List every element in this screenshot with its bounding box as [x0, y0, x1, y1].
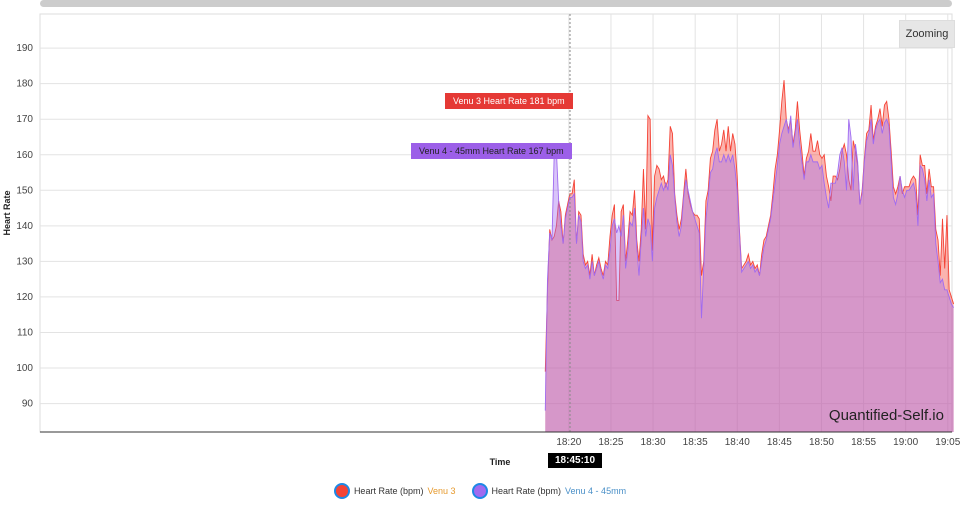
- x-tick-label: 19:05: [935, 437, 960, 448]
- legend-item-venu4[interactable]: Heart Rate (bpm) Venu 4 - 45mm: [471, 483, 627, 499]
- x-tick-label: 18:35: [683, 437, 708, 448]
- line-venu4: [544, 115, 955, 411]
- hover-time-label: 18:45:10: [548, 453, 603, 468]
- y-tick-label: 170: [16, 114, 33, 125]
- x-tick-label: 18:20: [556, 437, 581, 448]
- legend-metric: Heart Rate (bpm): [491, 486, 562, 496]
- y-tick-label: 120: [16, 292, 33, 303]
- legend-item-venu3[interactable]: Heart Rate (bpm) Venu 3: [333, 483, 456, 499]
- series-dot-icon: [471, 483, 488, 499]
- y-tick-label: 160: [16, 150, 33, 161]
- x-tick-label: 18:45: [767, 437, 792, 448]
- y-tick-label: 90: [22, 399, 34, 410]
- y-tick-label: 110: [17, 327, 33, 338]
- legend-device: Venu 3: [427, 486, 456, 496]
- area-venu3: [545, 80, 954, 432]
- tooltip-venu4: Venu 4 - 45mm Heart Rate 167 bpm: [411, 143, 572, 159]
- y-axis-label: Heart Rate: [2, 190, 12, 235]
- y-tick-label: 180: [16, 79, 33, 90]
- x-tick-label: 18:40: [725, 437, 750, 448]
- zoom-mode-button[interactable]: Zooming: [899, 20, 955, 48]
- x-tick-label: 19:00: [893, 437, 918, 448]
- x-tick-label: 18:50: [809, 437, 834, 448]
- y-tick-label: 150: [16, 185, 33, 196]
- y-tick-label: 130: [16, 256, 33, 267]
- horizontal-scrollbar[interactable]: [40, 0, 952, 7]
- legend: Heart Rate (bpm) Venu 3 Heart Rate (bpm) V…: [0, 483, 960, 499]
- watermark: Quantified-Self.io: [829, 407, 944, 424]
- x-axis-label: Time: [490, 457, 511, 467]
- y-tick-label: 100: [16, 363, 33, 374]
- legend-metric: Heart Rate (bpm): [353, 486, 424, 496]
- x-tick-label: 18:30: [641, 437, 666, 448]
- area-venu4: [545, 115, 954, 432]
- legend-device: Venu 4 - 45mm: [565, 486, 627, 496]
- line-venu3: [544, 80, 955, 372]
- series-dot-icon: [333, 483, 350, 499]
- y-tick-label: 140: [16, 221, 33, 232]
- y-tick-label: 190: [16, 43, 33, 54]
- tooltip-venu3: Venu 3 Heart Rate 181 bpm: [445, 93, 573, 109]
- x-tick-label: 18:25: [598, 437, 623, 448]
- x-tick-label: 18:55: [851, 437, 876, 448]
